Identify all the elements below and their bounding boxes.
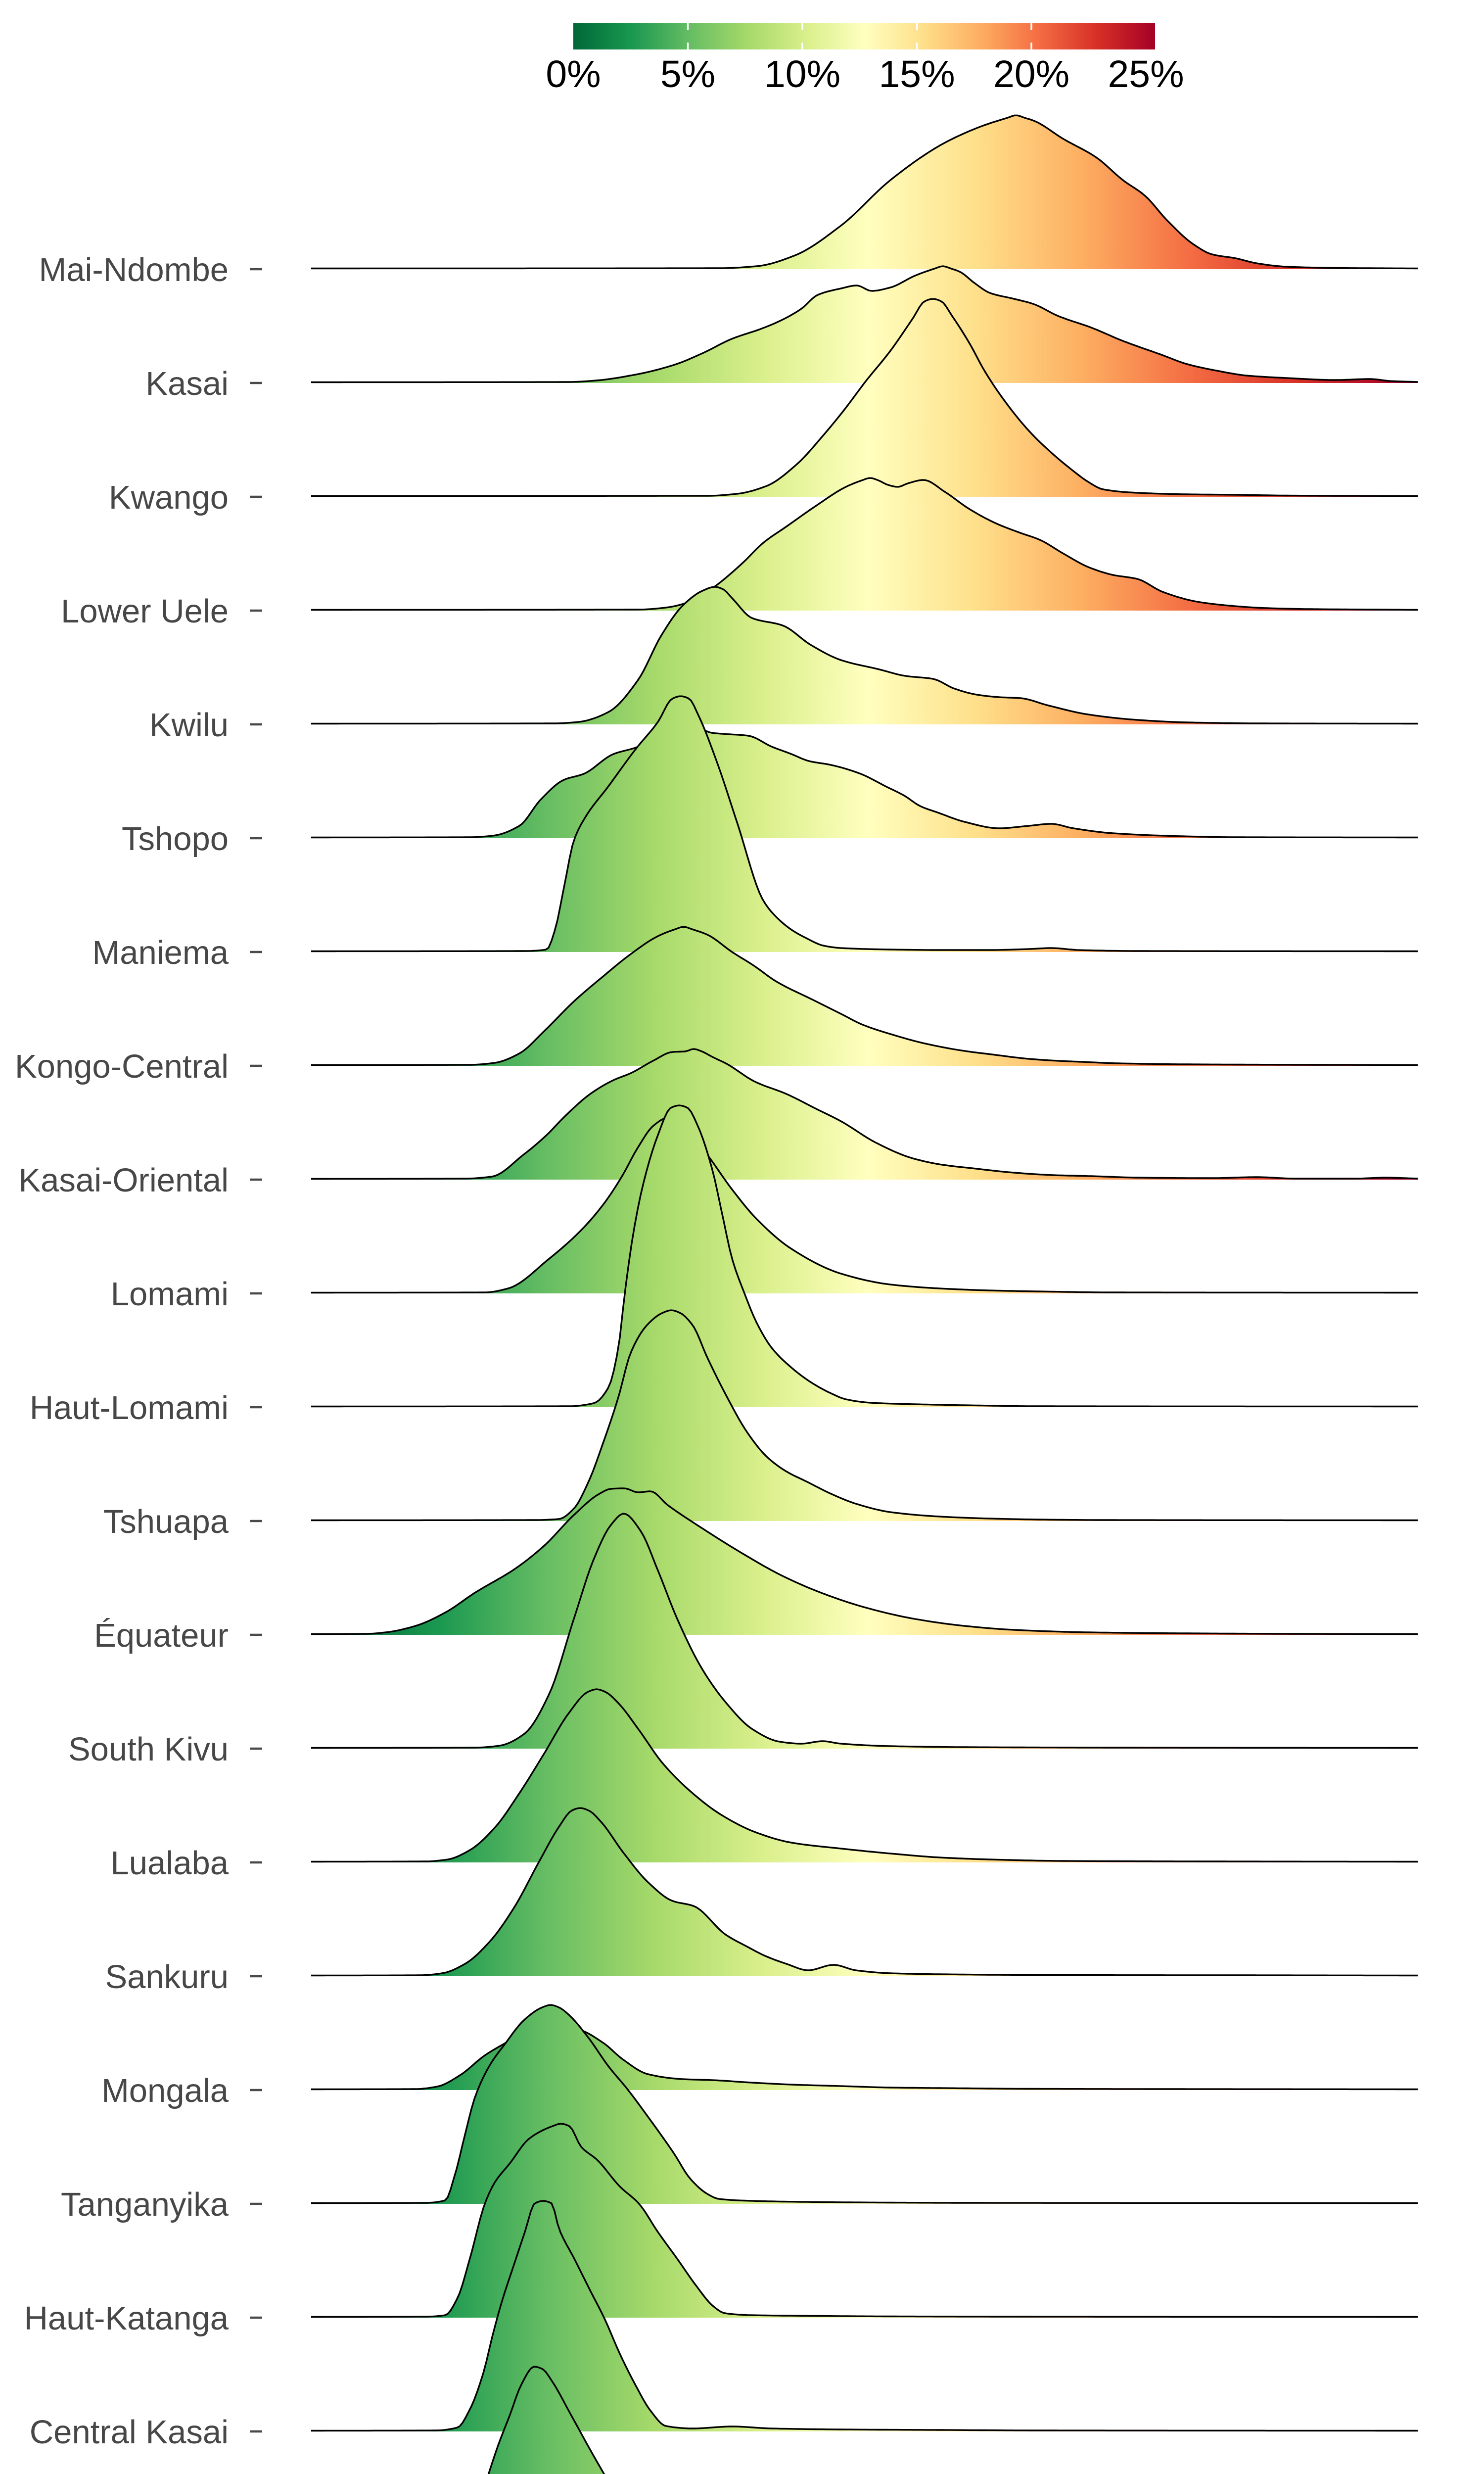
svg-text:Tshopo: Tshopo <box>122 820 229 857</box>
svg-text:5%: 5% <box>660 53 715 95</box>
svg-text:20%: 20% <box>993 53 1069 95</box>
svg-text:15%: 15% <box>879 53 955 95</box>
svg-text:Kasai: Kasai <box>145 365 229 402</box>
svg-text:Central Kasai: Central Kasai <box>30 2414 229 2451</box>
svg-text:Lomami: Lomami <box>111 1276 229 1313</box>
svg-text:10%: 10% <box>764 53 840 95</box>
svg-text:South Kivu: South Kivu <box>68 1731 229 1768</box>
svg-text:Lower Uele: Lower Uele <box>61 593 229 630</box>
svg-text:Mongala: Mongala <box>101 2072 229 2109</box>
svg-text:Sankuru: Sankuru <box>105 1958 229 1996</box>
svg-text:Haut-Katanga: Haut-Katanga <box>24 2300 229 2337</box>
svg-text:Équateur: Équateur <box>94 1617 229 1654</box>
svg-text:0%: 0% <box>546 53 601 95</box>
svg-text:Kwango: Kwango <box>109 479 229 516</box>
svg-text:Lualaba: Lualaba <box>111 1845 229 1882</box>
svg-text:Mai-Ndombe: Mai-Ndombe <box>39 251 229 288</box>
svg-text:Kwilu: Kwilu <box>149 707 229 744</box>
svg-text:Kasai-Oriental: Kasai-Oriental <box>18 1162 229 1199</box>
svg-text:Kongo-Central: Kongo-Central <box>15 1048 229 1085</box>
svg-text:25%: 25% <box>1108 53 1184 95</box>
svg-text:Haut-Lomami: Haut-Lomami <box>30 1389 229 1427</box>
svg-text:Tanganyika: Tanganyika <box>61 2186 229 2223</box>
svg-text:Maniema: Maniema <box>92 934 229 971</box>
svg-text:Tshuapa: Tshuapa <box>103 1503 229 1540</box>
